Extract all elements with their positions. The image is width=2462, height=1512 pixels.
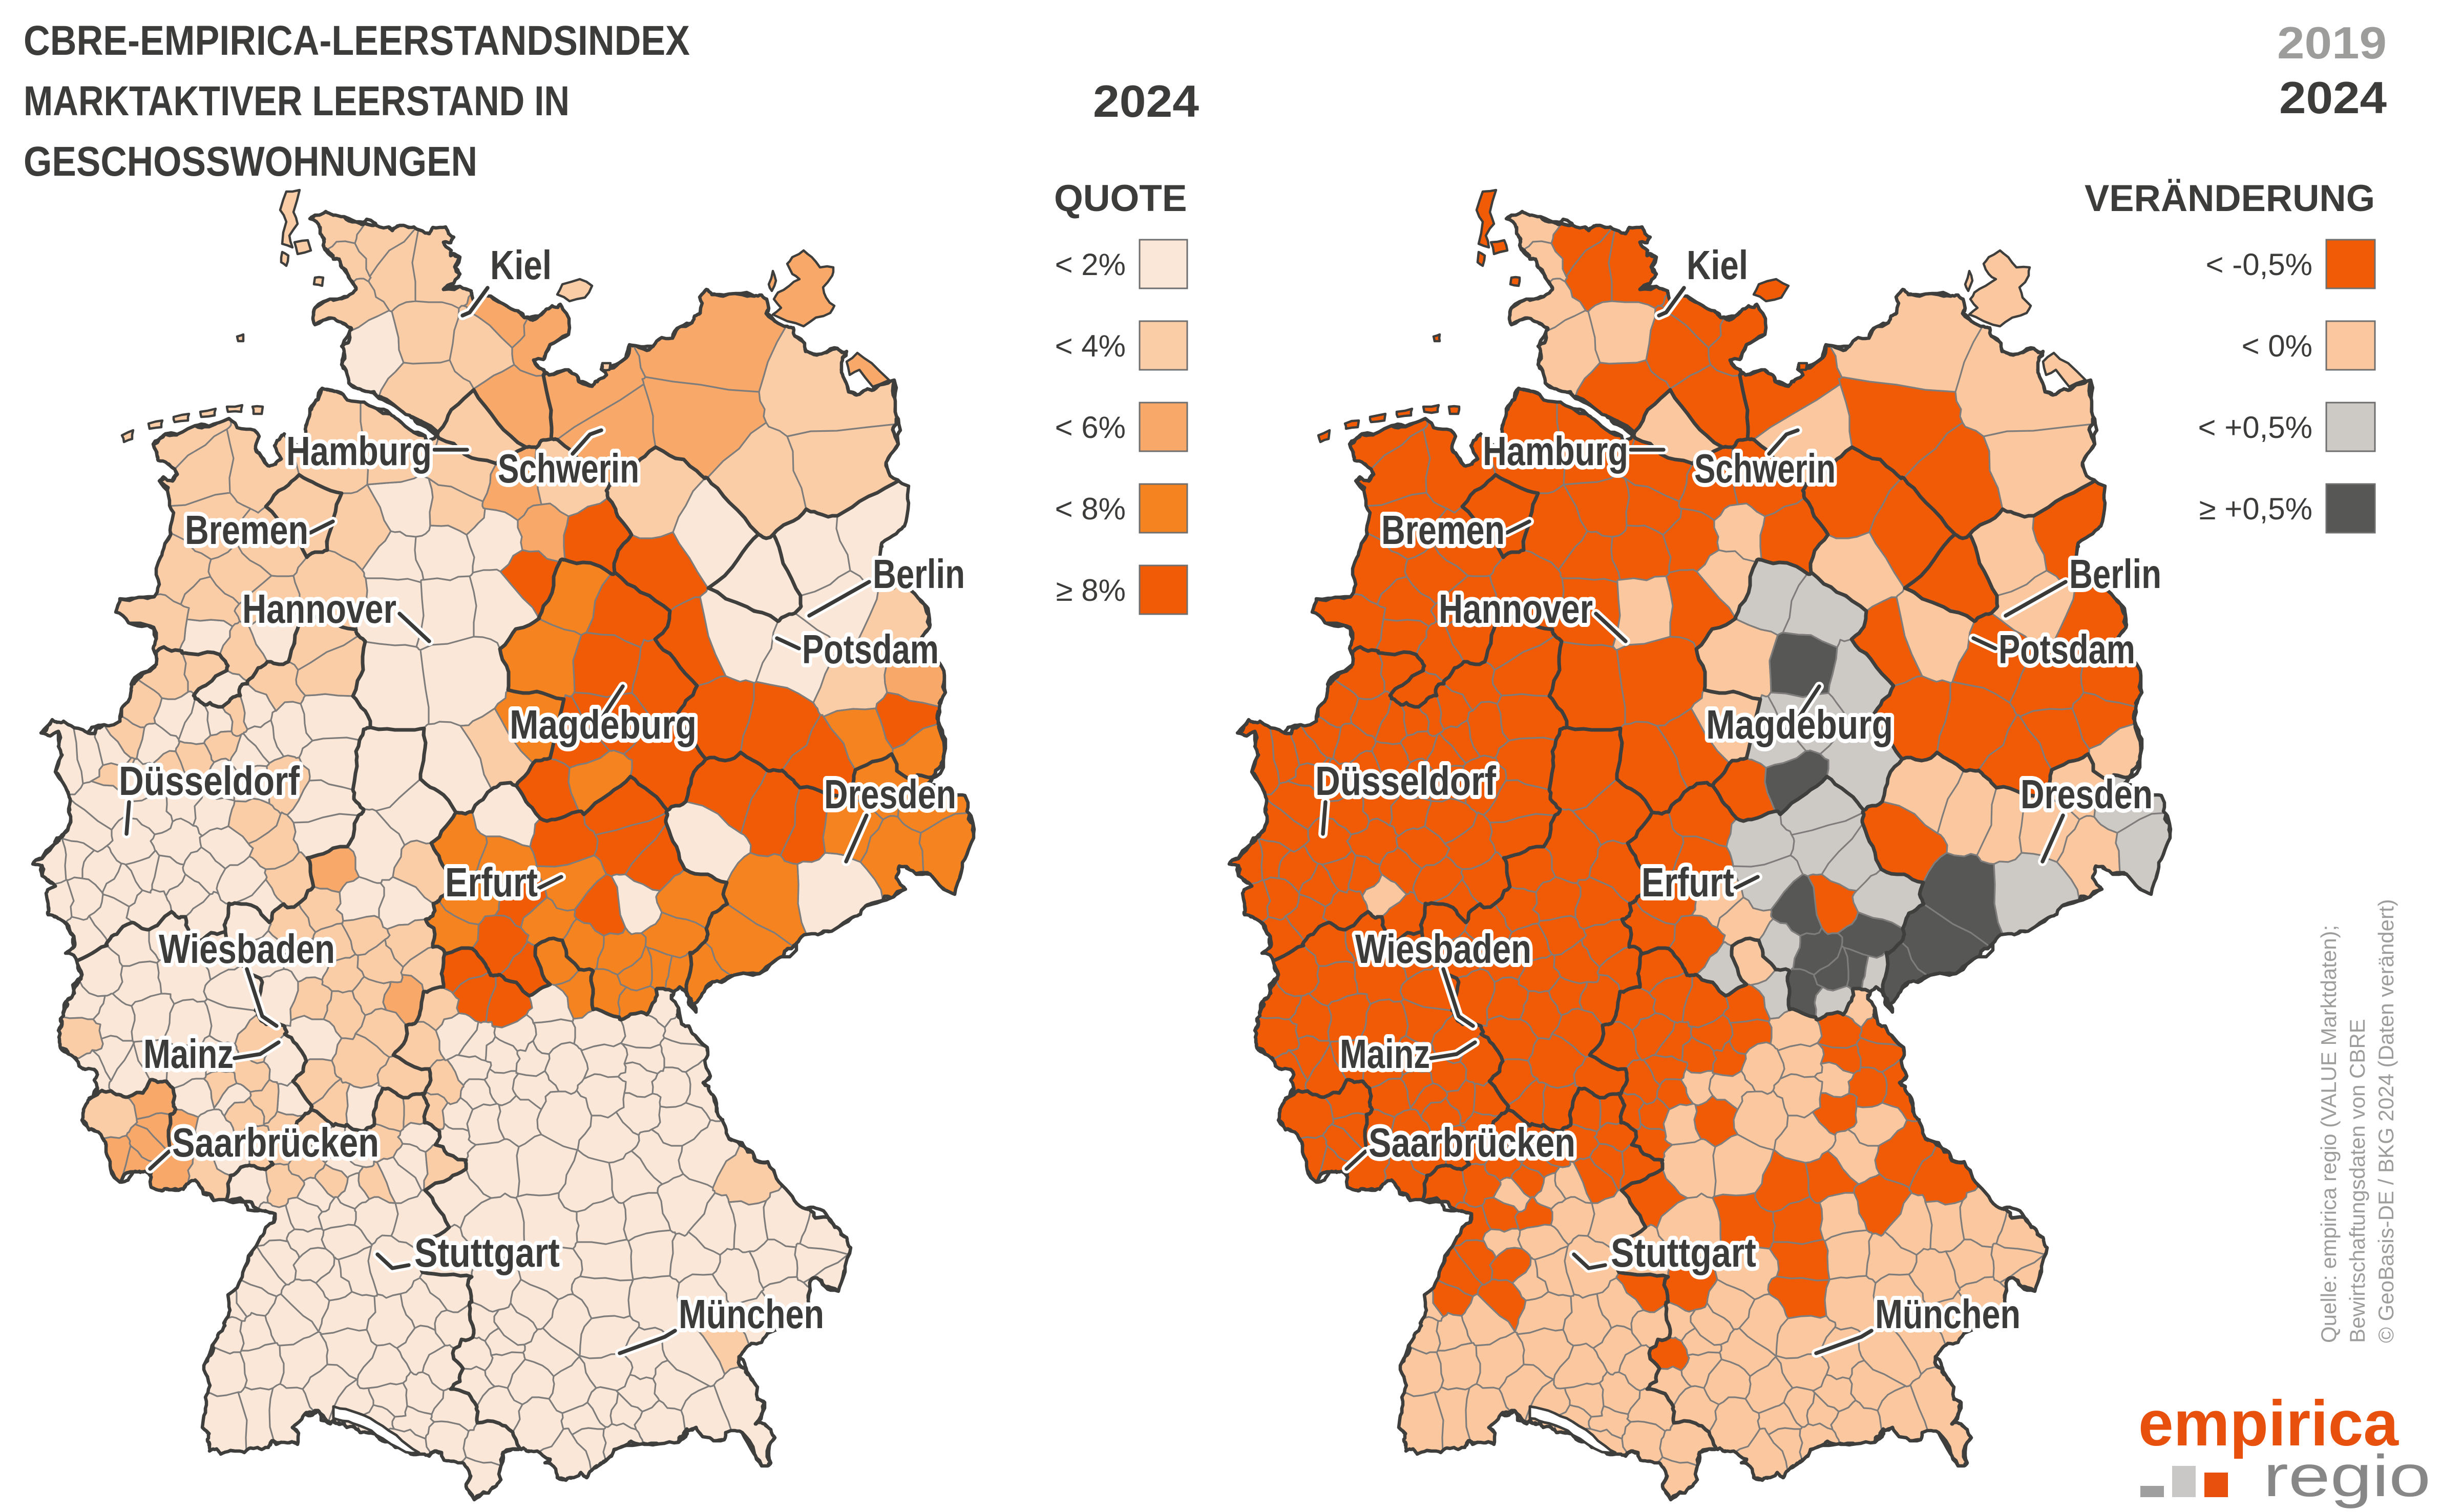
svg-text:2019: 2019 [2277,17,2387,68]
svg-text:Mainz: Mainz [143,1031,234,1077]
svg-text:Bremen: Bremen [185,507,308,553]
svg-text:Schwerin: Schwerin [1694,446,1836,491]
svg-text:≥ +0,5%: ≥ +0,5% [2199,492,2312,526]
svg-text:GESCHOSSWOHNUNGEN: GESCHOSSWOHNUNGEN [24,138,477,185]
svg-text:Bremen: Bremen [1381,507,1505,553]
svg-text:Düsseldorf: Düsseldorf [1315,758,1496,804]
svg-text:< 0%: < 0% [2242,329,2312,363]
svg-text:Hamburg: Hamburg [286,428,432,474]
svg-text:Dresden: Dresden [2021,771,2153,817]
svg-text:Düsseldorf: Düsseldorf [119,758,300,804]
svg-text:< 4%: < 4% [1055,329,1126,363]
svg-text:München: München [679,1291,824,1337]
svg-text:empirica: empirica [2138,1388,2399,1459]
svg-text:Mainz: Mainz [1340,1031,1430,1077]
svg-text:< 6%: < 6% [1055,410,1126,445]
svg-text:Magdeburg: Magdeburg [510,702,697,747]
svg-text:< 2%: < 2% [1055,247,1126,282]
svg-text:Berlin: Berlin [873,551,965,597]
svg-text:CBRE-EMPIRICA-LEERSTANDSINDEX: CBRE-EMPIRICA-LEERSTANDSINDEX [24,17,690,64]
svg-text:MARKTAKTIVER LEERSTAND IN: MARKTAKTIVER LEERSTAND IN [24,78,570,124]
svg-text:Berlin: Berlin [2069,551,2161,597]
svg-text:Kiel: Kiel [1687,242,1748,288]
svg-text:Erfurt: Erfurt [1642,859,1734,905]
svg-text:Dresden: Dresden [824,771,956,817]
svg-text:Wiesbaden: Wiesbaden [1355,926,1531,972]
svg-text:Erfurt: Erfurt [445,859,538,905]
svg-text:Saarbrücken: Saarbrücken [172,1120,379,1165]
svg-text:≥ 8%: ≥ 8% [1056,573,1126,607]
svg-text:Stuttgart: Stuttgart [414,1230,560,1275]
svg-text:Saarbrücken: Saarbrücken [1369,1120,1575,1165]
svg-text:Schwerin: Schwerin [498,446,639,491]
svg-text:< -0,5%: < -0,5% [2206,247,2312,282]
svg-text:Quelle: empirica regio (VALUE: Quelle: empirica regio (VALUE Marktdaten… [2317,925,2341,1343]
svg-text:VERÄNDERUNG: VERÄNDERUNG [2085,178,2375,219]
svg-text:München: München [1875,1291,2021,1337]
svg-text:2024: 2024 [2279,72,2387,123]
svg-text:Potsdam: Potsdam [802,626,939,672]
svg-text:QUOTE: QUOTE [1054,178,1187,219]
svg-text:Hannover: Hannover [1439,586,1593,632]
svg-text:regio: regio [2263,1443,2431,1509]
svg-text:Bewirtschaftungsdaten von CBRE: Bewirtschaftungsdaten von CBRE [2345,1019,2369,1343]
svg-text:© GeoBasis-DE / BKG 2024 (Date: © GeoBasis-DE / BKG 2024 (Daten veränder… [2374,899,2398,1343]
svg-text:Stuttgart: Stuttgart [1611,1230,1756,1275]
svg-text:2024: 2024 [1093,76,1199,127]
svg-text:Kiel: Kiel [490,242,552,288]
svg-text:< 8%: < 8% [1055,492,1126,526]
svg-text:Potsdam: Potsdam [1998,626,2135,672]
svg-text:Hamburg: Hamburg [1483,428,1628,474]
svg-text:< +0,5%: < +0,5% [2198,410,2312,445]
svg-text:Hannover: Hannover [242,586,396,632]
svg-text:Magdeburg: Magdeburg [1706,702,1893,747]
svg-text:Wiesbaden: Wiesbaden [159,926,335,972]
